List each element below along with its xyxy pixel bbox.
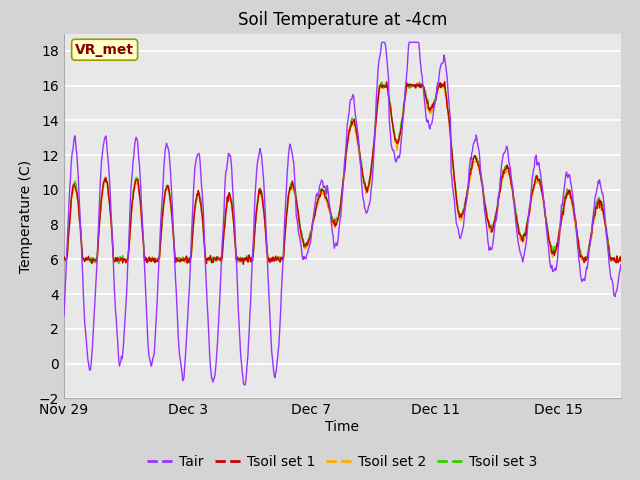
Title: Soil Temperature at -4cm: Soil Temperature at -4cm — [237, 11, 447, 29]
Legend: Tair, Tsoil set 1, Tsoil set 2, Tsoil set 3: Tair, Tsoil set 1, Tsoil set 2, Tsoil se… — [141, 449, 543, 474]
Y-axis label: Temperature (C): Temperature (C) — [19, 159, 33, 273]
Text: VR_met: VR_met — [75, 43, 134, 57]
X-axis label: Time: Time — [325, 420, 360, 434]
